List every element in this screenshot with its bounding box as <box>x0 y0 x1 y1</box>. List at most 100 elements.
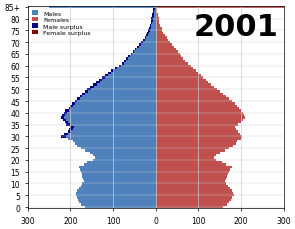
Bar <box>141 42 143 44</box>
Bar <box>75 100 77 103</box>
Bar <box>65 112 67 114</box>
Bar <box>156 16 158 18</box>
Bar <box>81 147 156 150</box>
Bar <box>85 206 156 208</box>
Bar <box>143 39 145 42</box>
Bar <box>94 86 156 89</box>
Bar <box>156 56 181 58</box>
Bar <box>121 65 156 68</box>
Bar <box>156 117 245 119</box>
Bar <box>68 131 71 133</box>
Bar <box>153 9 155 11</box>
Bar <box>80 168 156 171</box>
Bar <box>156 37 167 39</box>
Bar <box>91 89 156 91</box>
Bar <box>94 84 97 86</box>
Bar <box>156 168 230 171</box>
Bar <box>156 183 226 185</box>
Bar <box>73 140 156 143</box>
Bar <box>108 75 156 77</box>
Bar <box>88 91 156 93</box>
Bar <box>80 96 82 98</box>
Bar <box>156 77 203 79</box>
Bar <box>124 63 156 65</box>
Bar <box>139 44 141 46</box>
Bar <box>156 204 227 206</box>
Bar <box>132 54 156 56</box>
Bar <box>156 28 162 30</box>
Bar <box>77 100 156 103</box>
Bar <box>156 147 229 150</box>
Bar <box>156 103 235 105</box>
Bar <box>156 86 214 89</box>
Bar <box>66 136 156 138</box>
Bar <box>97 84 156 86</box>
Bar <box>117 68 156 70</box>
Bar <box>151 18 153 21</box>
Bar <box>83 178 156 180</box>
Bar <box>139 46 156 49</box>
Bar <box>75 103 156 105</box>
Bar <box>81 173 156 175</box>
Bar <box>145 39 156 42</box>
Bar <box>150 25 151 28</box>
Bar <box>130 54 132 56</box>
Bar <box>156 199 231 201</box>
Bar <box>156 140 237 143</box>
Bar <box>99 79 102 82</box>
Bar <box>77 190 156 192</box>
Bar <box>156 114 244 117</box>
Bar <box>156 18 159 21</box>
Bar <box>84 164 156 166</box>
Bar <box>156 49 176 51</box>
Bar <box>143 42 156 44</box>
Bar <box>85 93 156 96</box>
Bar <box>137 49 156 51</box>
Bar <box>152 14 154 16</box>
Bar <box>105 77 156 79</box>
Bar <box>64 117 156 119</box>
Bar <box>128 56 130 58</box>
Bar <box>156 100 232 103</box>
Bar <box>156 91 219 93</box>
Bar <box>70 105 73 107</box>
Bar <box>152 23 156 25</box>
Bar <box>156 143 236 145</box>
Bar <box>73 105 156 107</box>
Bar <box>126 60 156 63</box>
Bar <box>156 30 163 33</box>
Bar <box>156 107 239 110</box>
Bar <box>69 128 73 131</box>
Bar <box>156 119 243 122</box>
Bar <box>156 178 226 180</box>
Bar <box>147 33 149 35</box>
Bar <box>68 133 156 136</box>
Bar <box>145 37 146 39</box>
Bar <box>71 107 156 110</box>
Bar <box>130 56 156 58</box>
Bar <box>156 187 230 190</box>
Bar <box>156 175 227 178</box>
Text: 2001: 2001 <box>194 13 278 41</box>
Bar <box>68 138 156 140</box>
Bar <box>85 91 88 93</box>
Bar <box>156 150 225 152</box>
Bar <box>156 105 237 107</box>
Bar <box>60 117 64 119</box>
Bar <box>156 51 178 54</box>
Bar <box>84 180 156 183</box>
Bar <box>156 154 216 157</box>
Bar <box>156 157 214 159</box>
Bar <box>81 204 156 206</box>
Bar <box>78 199 156 201</box>
Bar <box>82 175 156 178</box>
Bar <box>81 185 156 187</box>
Bar <box>156 54 180 56</box>
Legend: Males, Females, Male surplus, Female surplus: Males, Females, Male surplus, Female sur… <box>31 10 92 37</box>
Bar <box>156 201 229 204</box>
Bar <box>156 131 238 133</box>
Bar <box>156 39 168 42</box>
Bar <box>156 7 295 9</box>
Bar <box>148 35 156 37</box>
Bar <box>146 37 156 39</box>
